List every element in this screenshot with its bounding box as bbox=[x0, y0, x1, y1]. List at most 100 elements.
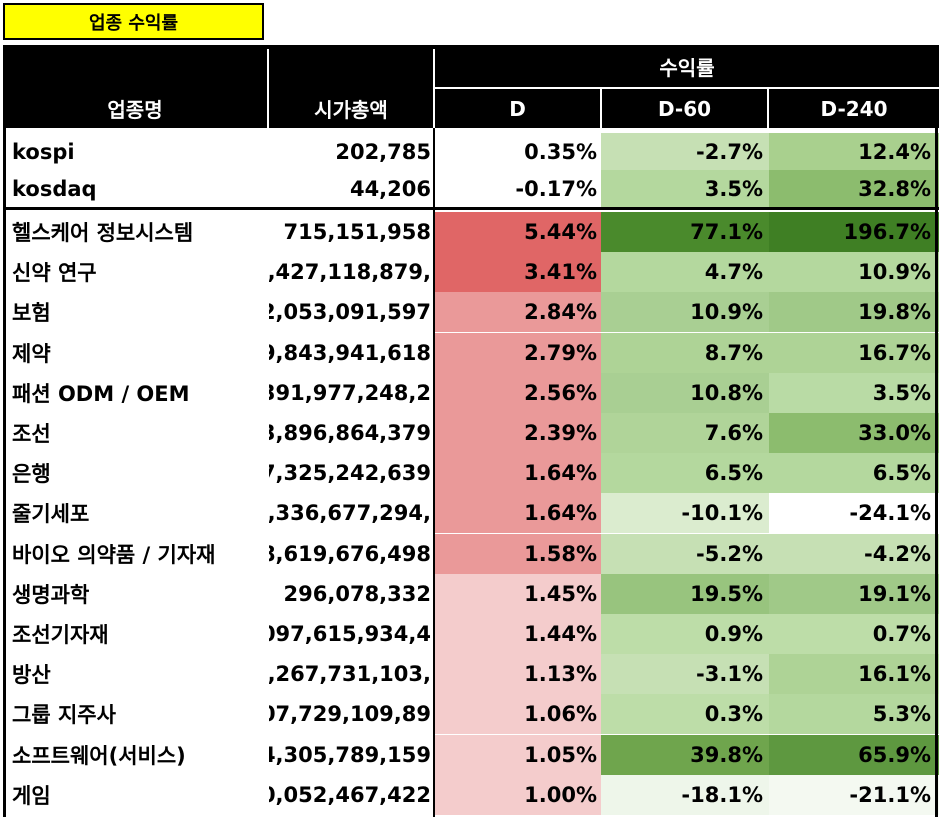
header-sector-name: 업종명 bbox=[107, 98, 163, 122]
return-d240-cell: -21.1% bbox=[769, 774, 939, 815]
market-cap-cell: 44,206 bbox=[349, 176, 431, 201]
header-market-cap: 시가총액 bbox=[314, 98, 388, 122]
sector-name-cell: kospi bbox=[12, 139, 75, 164]
sector-name-cell: 보험 bbox=[12, 301, 51, 326]
table-row: 바이오 의약품 / 기자재 98,619,676,4981.58%-5.2%-4.… bbox=[3, 533, 939, 574]
return-d240-cell: 0.7% bbox=[769, 614, 939, 654]
market-cap-cell: 4,336,677,294, bbox=[269, 501, 431, 526]
return-d-cell: 1.45% bbox=[435, 573, 601, 614]
table-row: 신약 연구 28,427,118,879,3.41%4.7%10.9% bbox=[3, 252, 939, 293]
return-d60-cell: 19.5% bbox=[601, 573, 769, 614]
sector-name-cell: 제약 bbox=[12, 341, 51, 366]
return-d240-cell: 12.4% bbox=[769, 133, 939, 170]
return-d240-cell: 5.3% bbox=[769, 694, 939, 735]
market-cap-cell: 202,785 bbox=[335, 139, 431, 164]
return-d60-cell: 6.5% bbox=[601, 453, 769, 494]
index-row: kospi 202,785 0.35% -2.7% 12.4% bbox=[3, 133, 939, 170]
header-d240: D-240 bbox=[820, 96, 888, 121]
header-d60: D-60 bbox=[657, 96, 712, 121]
return-d60-cell: 4.7% bbox=[601, 252, 769, 293]
return-d-cell: 0.35% bbox=[435, 133, 601, 170]
market-cap-cell: 98,619,676,498 bbox=[269, 541, 431, 566]
return-d60-cell: 39.8% bbox=[601, 734, 769, 775]
return-d-cell: 1.05% bbox=[435, 734, 601, 775]
return-d-cell: 2.56% bbox=[435, 372, 601, 413]
return-d-cell: 3.41% bbox=[435, 252, 601, 293]
return-d240-cell: 3.5% bbox=[769, 372, 939, 413]
return-d-cell: 1.58% bbox=[435, 533, 601, 574]
table-row: 패션 ODM / OEM 5,391,977,248,22.56%10.8%3.5… bbox=[3, 372, 939, 413]
return-d-cell: 1.00% bbox=[435, 774, 601, 815]
market-cap-cell: 107,729,109,89 bbox=[269, 702, 431, 727]
sector-name-cell: 조선기자재 bbox=[12, 623, 109, 647]
market-cap-cell: 30,052,467,422 bbox=[269, 782, 431, 807]
sector-name-cell: 조선 bbox=[12, 422, 51, 446]
return-d240-cell: 6.5% bbox=[769, 453, 939, 494]
sector-name-cell: kosdaq bbox=[12, 176, 97, 201]
table-row: 방산 17,267,731,103,1.13%-3.1%16.1% bbox=[3, 654, 939, 695]
market-cap-cell: 5,391,977,248,2 bbox=[269, 380, 431, 405]
return-d60-cell: -18.1% bbox=[601, 774, 769, 815]
sector-name-cell: 헬스케어 정보시스템 bbox=[12, 221, 194, 245]
return-d-cell: 1.13% bbox=[435, 654, 601, 695]
return-d60-cell: -10.1% bbox=[601, 493, 769, 534]
market-cap-cell: 17,267,731,103, bbox=[269, 662, 431, 687]
return-d60-cell: 10.8% bbox=[601, 372, 769, 413]
return-d240-cell: -4.2% bbox=[769, 533, 939, 574]
table-row: 줄기세포 4,336,677,294, 1.64% -10.1% -24.1% bbox=[3, 493, 939, 534]
return-d240-cell: 19.8% bbox=[769, 292, 939, 333]
return-d-cell: 2.84% bbox=[435, 292, 601, 333]
return-d240-cell: 19.1% bbox=[769, 573, 939, 614]
return-d60-cell: 77.1% bbox=[601, 212, 769, 252]
sheet-title: 업종 수익률 bbox=[3, 3, 264, 40]
return-d-cell: -0.17% bbox=[435, 170, 601, 207]
return-d-cell: 2.39% bbox=[435, 413, 601, 453]
return-d240-cell: 16.1% bbox=[769, 654, 939, 695]
table-row: 생명과학 296,078,332 1.45% 19.5% 19.1% bbox=[3, 573, 939, 614]
market-cap-cell: 3,896,864,379 bbox=[269, 421, 431, 445]
sector-name-cell: 패션 ODM / OEM bbox=[12, 381, 190, 406]
return-d60-cell: 8.7% bbox=[601, 332, 769, 373]
sector-name-cell: 방산 bbox=[12, 663, 51, 688]
sector-name-cell: 소프트웨어(서비스) bbox=[12, 743, 186, 768]
return-d60-cell: 0.9% bbox=[601, 614, 769, 654]
return-d240-cell: -24.1% bbox=[769, 493, 939, 534]
return-d240-cell: 65.9% bbox=[769, 734, 939, 775]
return-d60-cell: 10.9% bbox=[601, 292, 769, 333]
market-cap-cell: 296,078,332 bbox=[283, 581, 431, 606]
sector-name-cell: 은행 bbox=[12, 462, 51, 487]
return-d60-cell: 7.6% bbox=[601, 413, 769, 453]
table-row: 그룹 지주사 107,729,109,891.06%0.3%5.3% bbox=[3, 694, 939, 735]
table-header: 수익률 업종명 시가총액 D D-60 D-240 bbox=[3, 45, 939, 128]
return-d240-cell: 32.8% bbox=[769, 170, 939, 207]
market-cap-cell: 77,325,242,639 bbox=[269, 461, 431, 486]
market-cap-cell: 42,053,091,597 bbox=[269, 300, 431, 325]
return-d-cell: 1.64% bbox=[435, 453, 601, 494]
return-d240-cell: 16.7% bbox=[769, 332, 939, 373]
return-d240-cell: 33.0% bbox=[769, 413, 939, 453]
market-cap-cell: 39,843,941,618 bbox=[269, 340, 431, 365]
sector-name-cell: 바이오 의약품 / 기자재 bbox=[12, 542, 216, 567]
return-d60-cell: -5.2% bbox=[601, 533, 769, 574]
sector-name-cell: 신약 연구 bbox=[12, 261, 97, 286]
return-d-cell: 1.44% bbox=[435, 614, 601, 654]
return-d60-cell: -2.7% bbox=[601, 133, 769, 170]
market-cap-cell: 715,151,958 bbox=[283, 220, 431, 244]
return-d-cell: 2.79% bbox=[435, 332, 601, 373]
header-group-return: 수익률 bbox=[659, 55, 715, 80]
return-d60-cell: -3.1% bbox=[601, 654, 769, 695]
market-cap-cell: 5,097,615,934,4 bbox=[269, 622, 431, 646]
index-row: kosdaq 44,206 -0.17% 3.5% 32.8% bbox=[3, 170, 939, 207]
table-row: 조선 3,896,864,379 2.39% 7.6% 33.0% bbox=[3, 413, 939, 453]
table-row: 조선기자재 5,097,615,934,41.44%0.9%0.7% bbox=[3, 614, 939, 654]
header-d: D bbox=[509, 96, 526, 121]
sector-name-cell: 줄기세포 bbox=[12, 502, 90, 527]
table-row: 소프트웨어(서비스) 4,305,789,159 1.05% 39.8% 65.9% bbox=[3, 734, 939, 775]
table-row: 헬스케어 정보시스템 715,151,958 5.44% 77.1% 196.7% bbox=[3, 212, 939, 252]
return-d-cell: 1.06% bbox=[435, 694, 601, 735]
return-d60-cell: 0.3% bbox=[601, 694, 769, 735]
